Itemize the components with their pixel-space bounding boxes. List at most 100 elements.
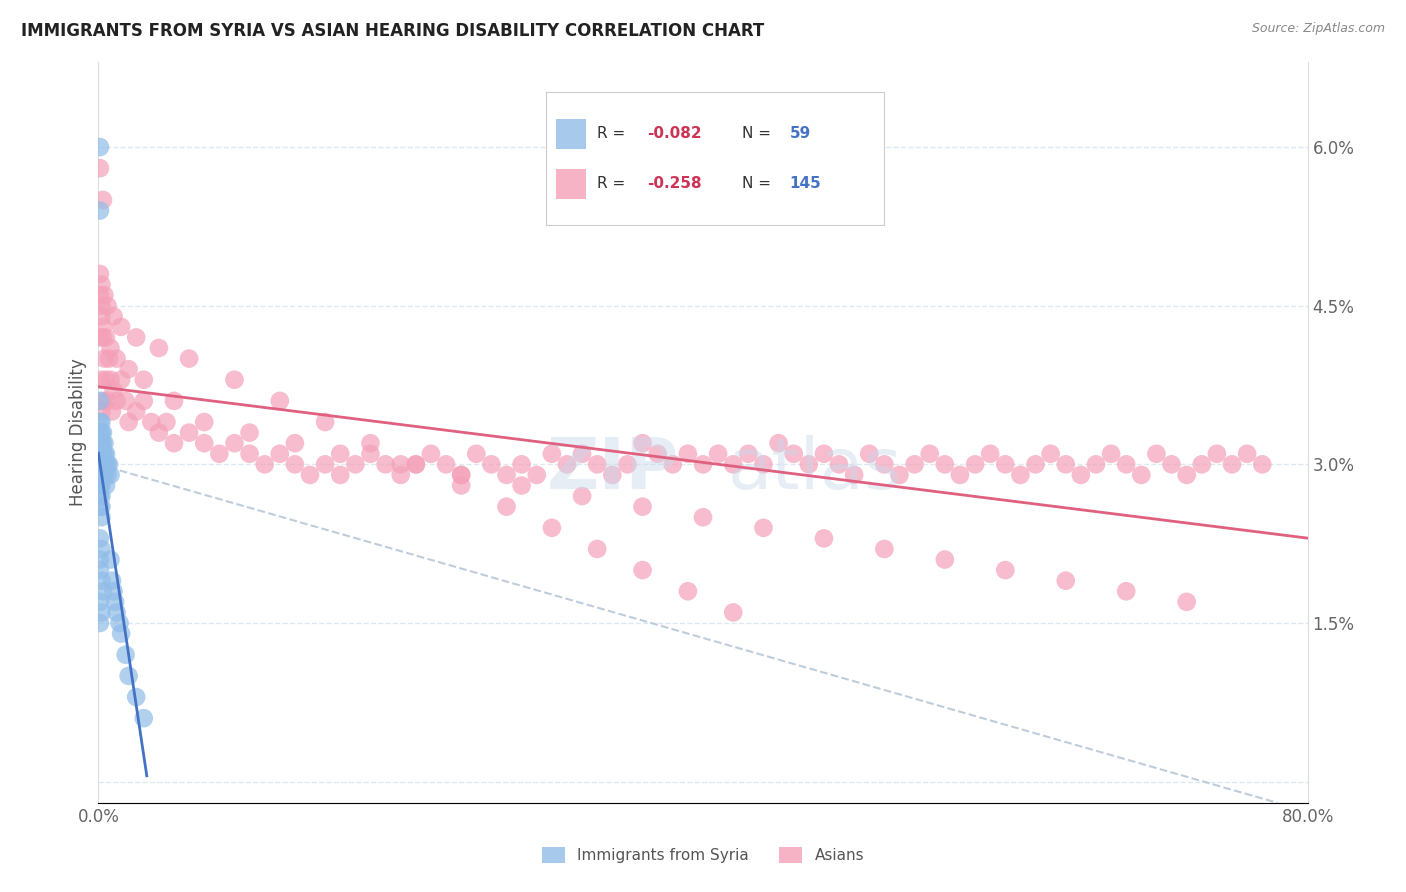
Point: [450, 467, 472, 482]
Point: [90, 447, 112, 461]
Point: [89, 267, 111, 281]
Point: [118, 415, 141, 429]
Point: [114, 393, 136, 408]
Point: [90, 373, 112, 387]
Point: [100, 552, 122, 566]
Point: [616, 458, 638, 472]
Point: [1175, 595, 1198, 609]
Point: [965, 458, 987, 472]
Point: [571, 447, 593, 461]
Point: [90, 404, 112, 418]
Point: [89, 436, 111, 450]
Point: [813, 447, 835, 461]
Point: [434, 458, 457, 472]
Point: [224, 436, 246, 450]
Point: [631, 563, 654, 577]
Point: [299, 467, 322, 482]
Point: [89, 425, 111, 440]
Point: [105, 351, 128, 366]
Point: [253, 458, 276, 472]
Point: [98, 458, 121, 472]
Point: [89, 552, 111, 566]
Point: [103, 584, 125, 599]
Point: [481, 458, 503, 472]
Text: IMMIGRANTS FROM SYRIA VS ASIAN HEARING DISABILITY CORRELATION CHART: IMMIGRANTS FROM SYRIA VS ASIAN HEARING D…: [21, 22, 765, 40]
Point: [571, 489, 593, 503]
Point: [90, 467, 112, 482]
Point: [110, 626, 132, 640]
Point: [110, 319, 132, 334]
Point: [91, 330, 114, 344]
Point: [155, 415, 177, 429]
Point: [89, 203, 111, 218]
Point: [89, 458, 111, 472]
Point: [104, 595, 127, 609]
Point: [510, 458, 533, 472]
Point: [858, 447, 880, 461]
Point: [148, 341, 170, 355]
Point: [132, 373, 155, 387]
Point: [94, 447, 117, 461]
Point: [89, 478, 111, 492]
Point: [96, 393, 118, 408]
Point: [329, 467, 352, 482]
Point: [105, 393, 128, 408]
Point: [91, 425, 114, 440]
Point: [284, 436, 307, 450]
Point: [1206, 447, 1229, 461]
Point: [89, 393, 111, 408]
Point: [148, 425, 170, 440]
Point: [783, 447, 806, 461]
Point: [934, 458, 956, 472]
Point: [89, 500, 111, 514]
Point: [873, 541, 896, 556]
Point: [103, 384, 125, 398]
Point: [90, 299, 112, 313]
Point: [125, 404, 148, 418]
Point: [1010, 467, 1032, 482]
Point: [465, 447, 488, 461]
Point: [405, 458, 427, 472]
Point: [96, 467, 118, 482]
Point: [1099, 447, 1122, 461]
Point: [904, 458, 927, 472]
Point: [94, 330, 117, 344]
Point: [994, 563, 1017, 577]
Point: [89, 140, 111, 154]
Point: [90, 489, 112, 503]
Point: [1115, 584, 1137, 599]
Point: [495, 467, 517, 482]
Point: [239, 447, 262, 461]
Point: [994, 458, 1017, 472]
Point: [105, 606, 128, 620]
Point: [90, 510, 112, 524]
Point: [91, 467, 114, 482]
Legend: Immigrants from Syria, Asians: Immigrants from Syria, Asians: [536, 841, 870, 869]
Point: [90, 310, 112, 324]
Point: [89, 330, 111, 344]
Point: [125, 330, 148, 344]
Point: [1160, 458, 1182, 472]
Point: [108, 615, 131, 630]
Point: [101, 574, 124, 588]
Point: [1070, 467, 1092, 482]
Point: [631, 500, 654, 514]
Point: [737, 447, 759, 461]
Point: [405, 458, 427, 472]
Point: [1191, 458, 1213, 472]
Point: [96, 458, 118, 472]
Point: [676, 447, 699, 461]
Point: [96, 299, 118, 313]
Point: [91, 193, 114, 207]
Point: [89, 489, 111, 503]
Point: [389, 467, 412, 482]
Point: [208, 447, 231, 461]
Point: [163, 436, 186, 450]
Point: [100, 467, 122, 482]
Point: [94, 478, 117, 492]
Point: [269, 447, 291, 461]
Point: [631, 436, 654, 450]
Point: [979, 447, 1001, 461]
Point: [90, 478, 112, 492]
Text: ZIP: ZIP: [547, 435, 679, 504]
